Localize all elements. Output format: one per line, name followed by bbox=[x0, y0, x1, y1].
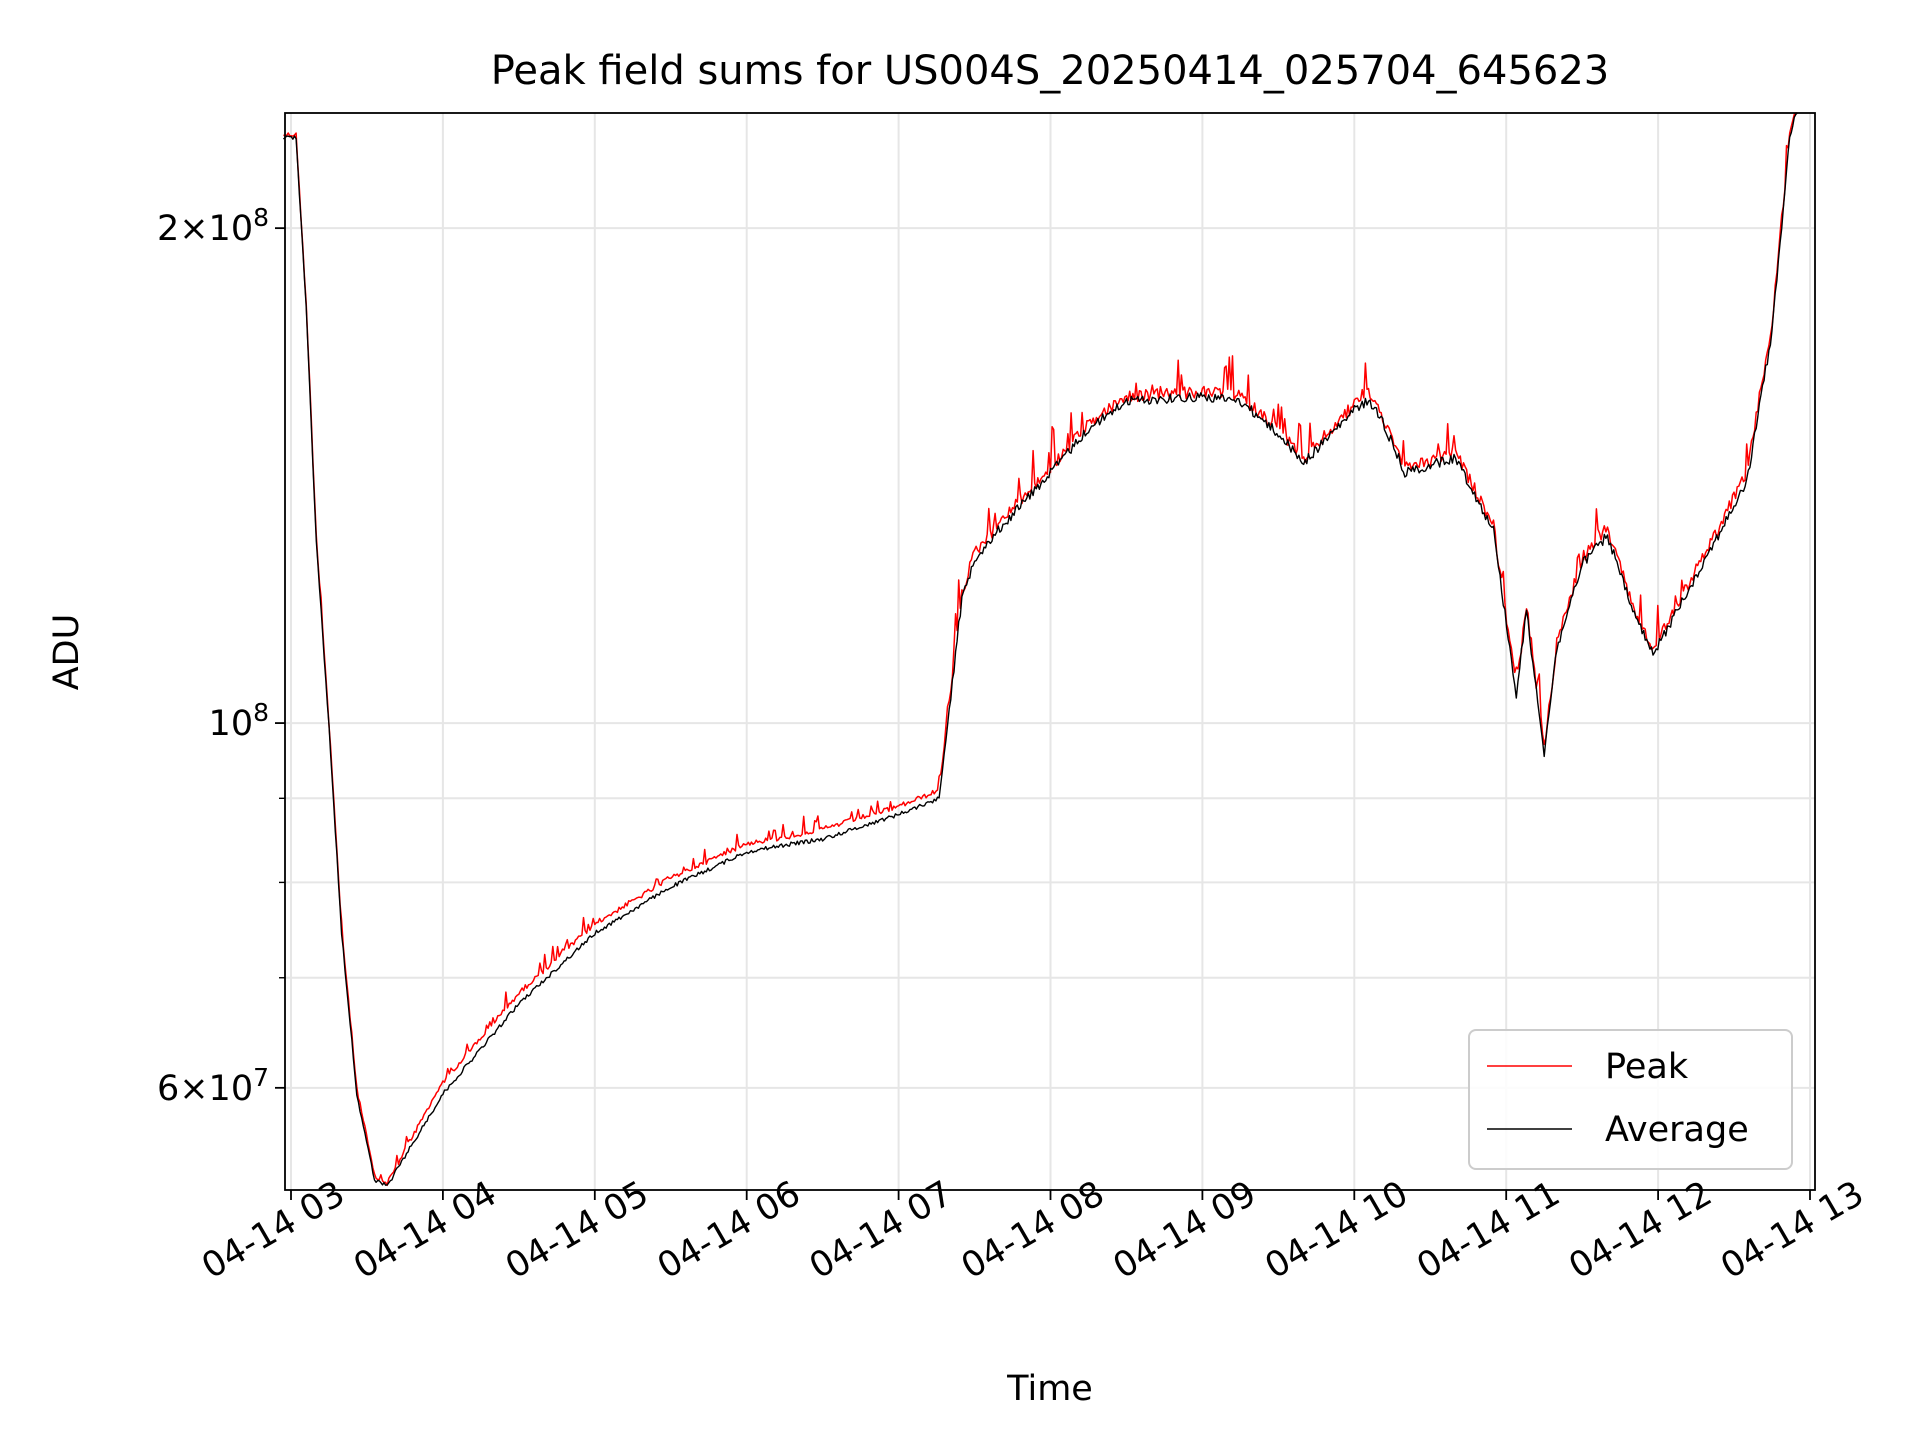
y-tick-label: 2×108 bbox=[157, 203, 269, 249]
legend-label-peak: Peak bbox=[1605, 1047, 1689, 1087]
chart-title: Peak field sums for US004S_20250414_0257… bbox=[491, 48, 1610, 94]
y-tick-label: 108 bbox=[209, 698, 269, 744]
legend-box bbox=[1468, 1029, 1793, 1170]
y-tick-label: 6×107 bbox=[157, 1063, 269, 1109]
grid bbox=[285, 113, 1815, 1190]
plot-lines bbox=[282, 112, 1798, 1187]
legend-label-average: Average bbox=[1605, 1110, 1749, 1150]
y-axis-label: ADU bbox=[47, 614, 87, 691]
series-line-average bbox=[282, 112, 1798, 1186]
legend: Peak Average bbox=[1468, 1029, 1793, 1170]
x-axis-label: Time bbox=[1006, 1369, 1093, 1409]
